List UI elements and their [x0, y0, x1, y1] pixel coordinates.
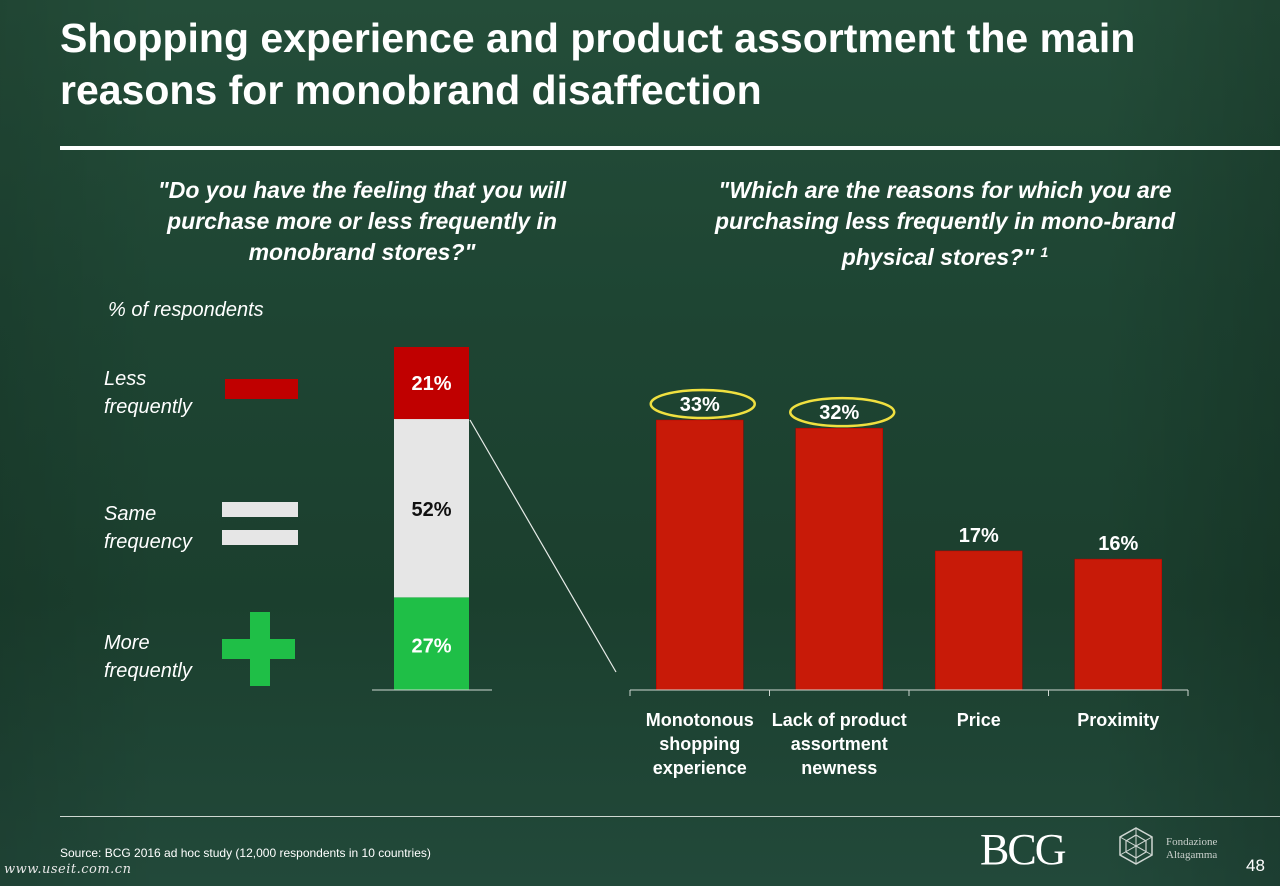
question-left: "Do you have the feeling that you will p… — [157, 177, 567, 265]
reasons-axis — [629, 689, 1189, 696]
bar-3 — [935, 550, 1023, 691]
altagamma-logo-text: Fondazione Altagamma — [1166, 836, 1218, 861]
category-label: Proximity — [1077, 710, 1160, 730]
bar-value-label: 16% — [1098, 533, 1138, 555]
legend-label-more: More frequently — [104, 632, 192, 682]
stack-label-less: 21% — [411, 373, 451, 395]
bar-4 — [1074, 558, 1162, 691]
legend-label-less: Less frequently — [104, 368, 192, 418]
question-right: "Which are the reasons for which you are… — [690, 175, 1200, 273]
altagamma-logo-icon — [1119, 827, 1153, 865]
stacked-bar-chart: 27% 52% 21% — [394, 347, 469, 690]
highlight-ellipse — [789, 396, 896, 428]
page-number: 48 — [1246, 856, 1265, 875]
footnote-marker: 1 — [1040, 244, 1049, 260]
highlight-ellipse — [649, 388, 756, 420]
stack-segment-less — [394, 347, 469, 420]
legend-label-same: Same frequency — [104, 503, 192, 553]
stack-label-same: 52% — [411, 499, 451, 521]
respondents-label: % of respondents — [108, 299, 264, 321]
category-label: Monotonous shopping experience — [645, 710, 754, 778]
watermark: www.useit.com.cn — [4, 862, 132, 877]
equals-icon — [222, 502, 298, 545]
bar-value-label: 32% — [819, 402, 859, 424]
question-right-text: "Which are the reasons for which you are… — [714, 177, 1176, 270]
bcg-logo: BCG — [980, 825, 1066, 874]
footer-divider — [60, 816, 1280, 817]
page-title: Shopping experience and product assortme… — [60, 15, 1136, 113]
connector-line — [469, 419, 617, 673]
stack-segment-same — [394, 419, 469, 598]
stack-label-more: 27% — [411, 635, 451, 657]
title-divider — [60, 146, 1280, 150]
minus-icon — [225, 379, 298, 399]
category-label: Price — [956, 710, 1001, 730]
bar-value-label: 17% — [959, 525, 999, 547]
source-note: Source: BCG 2016 ad hoc study (12,000 re… — [60, 846, 431, 860]
bar-value-label: 33% — [680, 394, 720, 416]
stack-segment-more — [394, 597, 469, 690]
plus-icon — [222, 612, 295, 686]
category-label: Lack of product assortment newness — [771, 710, 907, 778]
reasons-bar-chart: 33% 32% 17% 16% — [649, 388, 1162, 691]
bar-1 — [656, 419, 744, 691]
bar-2 — [795, 427, 883, 691]
